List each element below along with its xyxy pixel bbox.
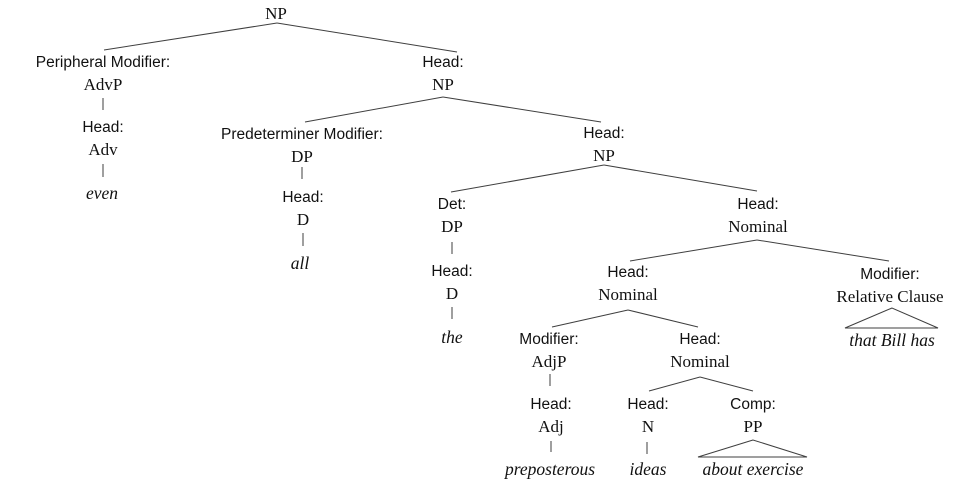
terminal-preposterous: preposterous [504, 459, 596, 479]
terminal-about-exercise: about exercise [702, 459, 804, 479]
category-label: NP [593, 146, 615, 165]
edge-np-inner-to-head-nominal-1 [603, 164, 758, 192]
function-label: Head: [422, 54, 464, 71]
node-head-nominal-3: Head: Nominal [670, 329, 730, 373]
edge-nominal-1-to-head-nominal-2 [629, 239, 758, 262]
terminal-that-bill-has: that Bill has [849, 330, 935, 350]
function-label: Head: [82, 119, 124, 136]
edge-nominal-2-to-modifier-adjp [551, 309, 629, 328]
category-label: D [296, 210, 310, 229]
function-label: Head: [737, 196, 779, 213]
category-label: Nominal [598, 285, 658, 304]
edge-nominal-3-to-head-n [648, 376, 701, 392]
triangle-pp [697, 439, 808, 458]
edge-np-inner-to-det [450, 164, 605, 193]
terminal-even: even [85, 183, 119, 203]
node-head-adj: Head: Adj [530, 394, 571, 438]
edge-root-to-peripheral-modifier [103, 22, 278, 51]
function-label: Modifier: [860, 266, 920, 283]
node-head-d-all: Head: D [282, 187, 323, 231]
node-modifier-adjp: Modifier: AdjP [519, 329, 578, 373]
function-label: Comp: [730, 396, 776, 413]
function-label: Predeterminer Modifier: [221, 126, 383, 143]
function-label: Head: [282, 189, 324, 206]
function-label: Peripheral Modifier: [35, 54, 171, 71]
edge-nominal-1-to-modifier-relative-clause [756, 239, 890, 262]
node-head-d-the: Head: D [431, 261, 472, 305]
category-label: N [641, 417, 655, 436]
category-label: DP [441, 217, 463, 236]
category-label: PP [743, 417, 763, 436]
function-label: Head: [583, 125, 625, 142]
node-head-adv: Head: Adv [82, 117, 123, 161]
function-label: Head: [607, 264, 649, 281]
node-predeterminer-modifier-dp: Predeterminer Modifier: DP [221, 124, 383, 168]
edge-nominal-2-to-head-nominal-3 [627, 309, 699, 328]
node-head-nominal-1: Head: Nominal [728, 194, 788, 238]
category-label: NP [432, 75, 454, 94]
function-label: Head: [431, 263, 473, 280]
terminal-the: the [441, 327, 463, 347]
node-head-n: Head: N [627, 394, 668, 438]
category-label: AdvP [83, 75, 123, 94]
node-comp-pp: Comp: PP [730, 394, 776, 438]
edge-np-outer-to-head-np-inner [442, 96, 602, 123]
edge-np-outer-to-predeterminer-modifier [304, 96, 444, 123]
node-peripheral-modifier-advp: Peripheral Modifier: AdvP [36, 52, 170, 96]
category-label: Adj [538, 417, 564, 436]
category-label: DP [291, 147, 313, 166]
terminal-ideas: ideas [629, 459, 667, 479]
category-label: D [445, 284, 459, 303]
edge-root-to-head-np-outer [276, 22, 458, 53]
node-head-nominal-2: Head: Nominal [598, 262, 658, 306]
function-label: Head: [530, 396, 572, 413]
category-label: Adv [88, 140, 118, 159]
node-modifier-relative-clause: Modifier: Relative Clause [836, 264, 943, 308]
terminal-all: all [290, 253, 310, 273]
node-det-dp: Det: DP [438, 194, 466, 238]
category-label: NP [265, 4, 287, 23]
function-label: Modifier: [519, 331, 579, 348]
function-label: Head: [679, 331, 721, 348]
function-label: Head: [627, 396, 669, 413]
triangle-relative-clause [844, 307, 939, 329]
node-head-np-outer: Head: NP [422, 52, 463, 96]
category-label: Relative Clause [836, 287, 944, 306]
node-head-np-inner: Head: NP [583, 123, 624, 167]
category-label: AdjP [531, 352, 567, 371]
category-label: Nominal [728, 217, 788, 236]
function-label: Det: [437, 196, 467, 213]
category-label: Nominal [670, 352, 730, 371]
node-root-np: NP [265, 3, 287, 25]
edge-nominal-3-to-comp-pp [699, 376, 754, 392]
